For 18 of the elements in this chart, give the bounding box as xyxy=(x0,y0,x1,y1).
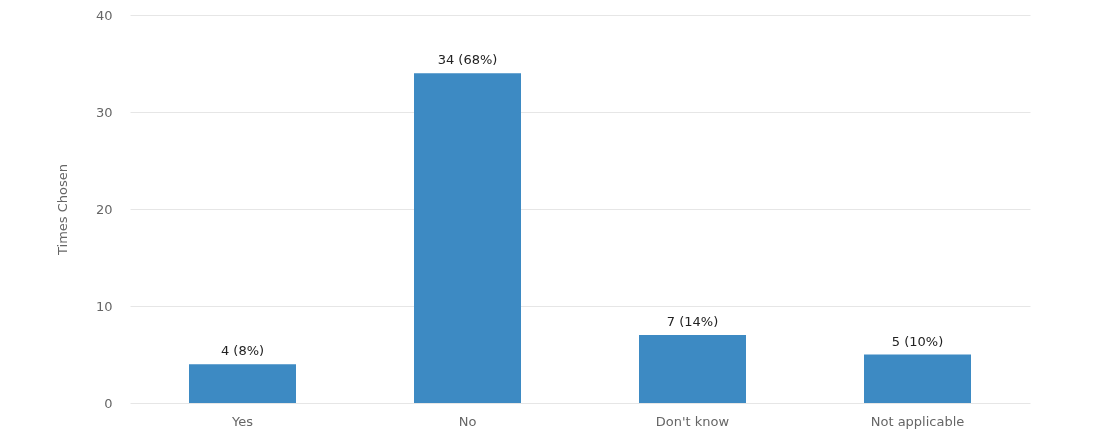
bar xyxy=(189,364,296,403)
data-label: 4 (8%) xyxy=(220,343,265,359)
y-tick-label: 40 xyxy=(95,7,113,23)
data-label: 34 (68%) xyxy=(437,52,498,68)
x-tick-label: Yes xyxy=(231,413,254,429)
y-tick-label: 30 xyxy=(95,104,113,120)
x-tick-label: Don't know xyxy=(655,413,730,429)
bar xyxy=(414,73,521,403)
x-tick-label: No xyxy=(458,413,477,429)
data-label: 7 (14%) xyxy=(666,314,719,330)
y-tick-label: 20 xyxy=(95,201,113,217)
bar xyxy=(864,354,971,403)
bar xyxy=(639,335,746,403)
y-axis-title: Times Chosen xyxy=(54,164,70,256)
y-tick-label: 0 xyxy=(104,395,113,411)
y-tick-label: 10 xyxy=(95,298,113,314)
x-tick-label: Not applicable xyxy=(870,413,965,429)
data-label: 5 (10%) xyxy=(891,333,944,349)
